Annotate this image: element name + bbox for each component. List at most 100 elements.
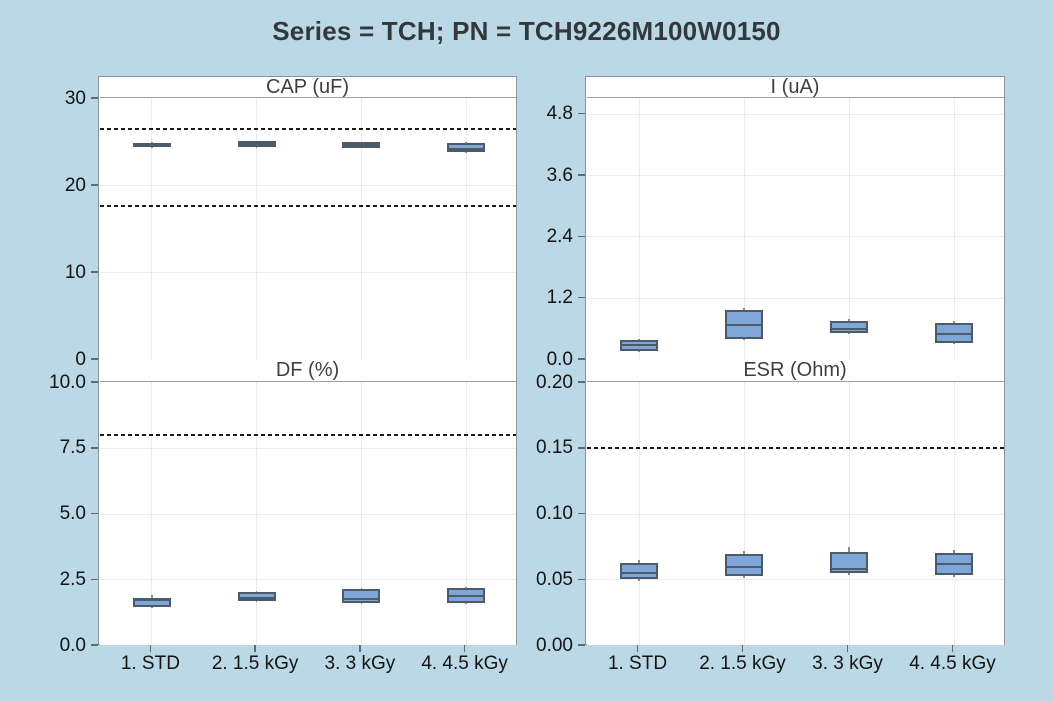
- y-tick-label: 0.0: [59, 634, 86, 656]
- boxplot-median-line: [832, 567, 866, 570]
- boxplot-box: [830, 551, 868, 573]
- plot-area-I-uA: [586, 98, 1004, 359]
- y-tick-label: 0.20: [536, 371, 573, 393]
- grid-line-vertical: [953, 98, 955, 359]
- panel-title-CAP-uF: CAP (uF): [266, 75, 349, 98]
- y-tick-mark: [91, 184, 98, 186]
- y-tick-mark: [578, 381, 585, 383]
- plot-area-ESR-Ohm: [586, 382, 1004, 645]
- main-title: Series = TCH; PN = TCH9226M100W0150: [272, 16, 781, 46]
- grid-line-horizontal: [99, 272, 516, 273]
- reference-line: [586, 446, 1004, 449]
- grid-line-horizontal: [586, 513, 1004, 515]
- x-tick-label: 3. 3 kGy: [324, 653, 396, 674]
- boxplot-median-line: [239, 143, 274, 146]
- x-tick-label: 3. 3 kGy: [812, 653, 883, 674]
- boxplot-box: [237, 591, 276, 601]
- y-tick-label: 0.10: [536, 503, 573, 524]
- panel-title-band-ESR-Ohm: ESR (Ohm): [586, 359, 1004, 382]
- y-tick-label: 0.00: [536, 634, 573, 656]
- x-tick-label: 2. 1.5 kGy: [699, 653, 786, 674]
- boxplot-median-line: [449, 148, 484, 151]
- x-tick-label: 4. 4.5 kGy: [909, 653, 996, 674]
- y-tick-mark: [578, 358, 585, 360]
- y-tick-mark: [578, 112, 585, 115]
- plot-area-CAP-uF: [99, 98, 516, 359]
- grid-line-vertical: [638, 98, 640, 359]
- y-tick-mark: [91, 447, 98, 449]
- boxplot-median-line: [937, 563, 971, 566]
- y-tick-mark: [91, 512, 98, 515]
- grid-line-horizontal: [586, 175, 1004, 177]
- boxplot-median-line: [727, 566, 761, 569]
- y-tick-mark: [91, 644, 98, 646]
- y-tick-label: 0.05: [536, 568, 573, 590]
- x-tick-mark: [741, 645, 744, 652]
- panel-title-DF: DF (%): [275, 359, 340, 381]
- grid-line-vertical: [256, 98, 258, 359]
- reference-line: [99, 204, 516, 207]
- y-tick-label: 5.0: [59, 503, 86, 524]
- boxplot-box: [725, 553, 763, 576]
- plot-area-DF: [99, 382, 516, 645]
- grid-line-horizontal: [586, 297, 1004, 299]
- y-tick-mark: [578, 447, 585, 449]
- panel-title-band-CAP-uF: CAP (uF): [99, 75, 516, 98]
- y-tick-label: 2.5: [59, 568, 86, 590]
- y-tick-label: 0: [75, 348, 86, 370]
- panel-title-band-DF: DF (%): [99, 359, 516, 382]
- boxplot-median-line: [622, 344, 656, 347]
- grid-line-horizontal: [99, 579, 516, 581]
- reference-line: [99, 128, 516, 131]
- y-tick-label: 0.15: [536, 437, 573, 459]
- y-tick-mark: [578, 296, 585, 299]
- boxplot-median-line: [727, 323, 761, 326]
- y-tick-mark: [578, 174, 585, 176]
- boxplot-box: [132, 597, 171, 607]
- reference-line: [99, 433, 516, 436]
- boxplot-box: [830, 321, 868, 333]
- boxplot-median-line: [937, 332, 971, 335]
- grid-line-horizontal: [99, 447, 516, 449]
- y-tick-label: 20: [64, 174, 86, 196]
- panel-title-band-I-uA: I (uA): [586, 75, 1004, 98]
- y-tick-mark: [91, 381, 98, 383]
- boxplot-median-line: [239, 597, 274, 600]
- x-tick-mark: [951, 645, 954, 652]
- grid-line-vertical: [743, 98, 745, 359]
- x-tick-label: 4. 4.5 kGy: [421, 653, 508, 674]
- y-tick-mark: [91, 358, 98, 360]
- boxplot-median-line: [832, 327, 866, 330]
- x-tick-mark: [636, 645, 639, 652]
- y-tick-mark: [578, 644, 585, 646]
- x-tick-mark: [149, 645, 152, 652]
- panel-title-I-uA: I (uA): [770, 75, 820, 98]
- y-tick-label: 10.0: [49, 371, 86, 393]
- y-tick-mark: [578, 578, 585, 580]
- x-tick-label: 1. STD: [607, 653, 668, 674]
- y-tick-label: 10: [64, 261, 86, 283]
- grid-line-horizontal: [586, 579, 1004, 581]
- boxplot-box: [620, 562, 658, 579]
- boxplot-median-line: [344, 597, 379, 600]
- y-tick-mark: [578, 512, 585, 515]
- boxplot-box: [447, 143, 486, 152]
- y-tick-mark: [578, 235, 585, 238]
- boxplot-median-line: [344, 143, 379, 146]
- y-tick-label: 1.2: [546, 287, 573, 309]
- x-tick-mark: [846, 645, 849, 652]
- panel-title-ESR-Ohm: ESR (Ohm): [743, 359, 847, 381]
- grid-line-vertical: [151, 98, 153, 359]
- y-tick-label: 4.8: [546, 103, 573, 125]
- grid-line-horizontal: [99, 185, 516, 186]
- grid-line-horizontal: [99, 513, 516, 515]
- boxplot-median-line: [134, 599, 169, 602]
- grid-line-horizontal: [586, 236, 1004, 238]
- y-tick-label: 30: [64, 87, 86, 109]
- y-tick-mark: [91, 578, 98, 580]
- y-tick-label: 3.6: [546, 164, 573, 186]
- boxplot-median-line: [449, 594, 484, 597]
- x-tick-mark: [463, 645, 466, 652]
- y-tick-mark: [91, 271, 98, 273]
